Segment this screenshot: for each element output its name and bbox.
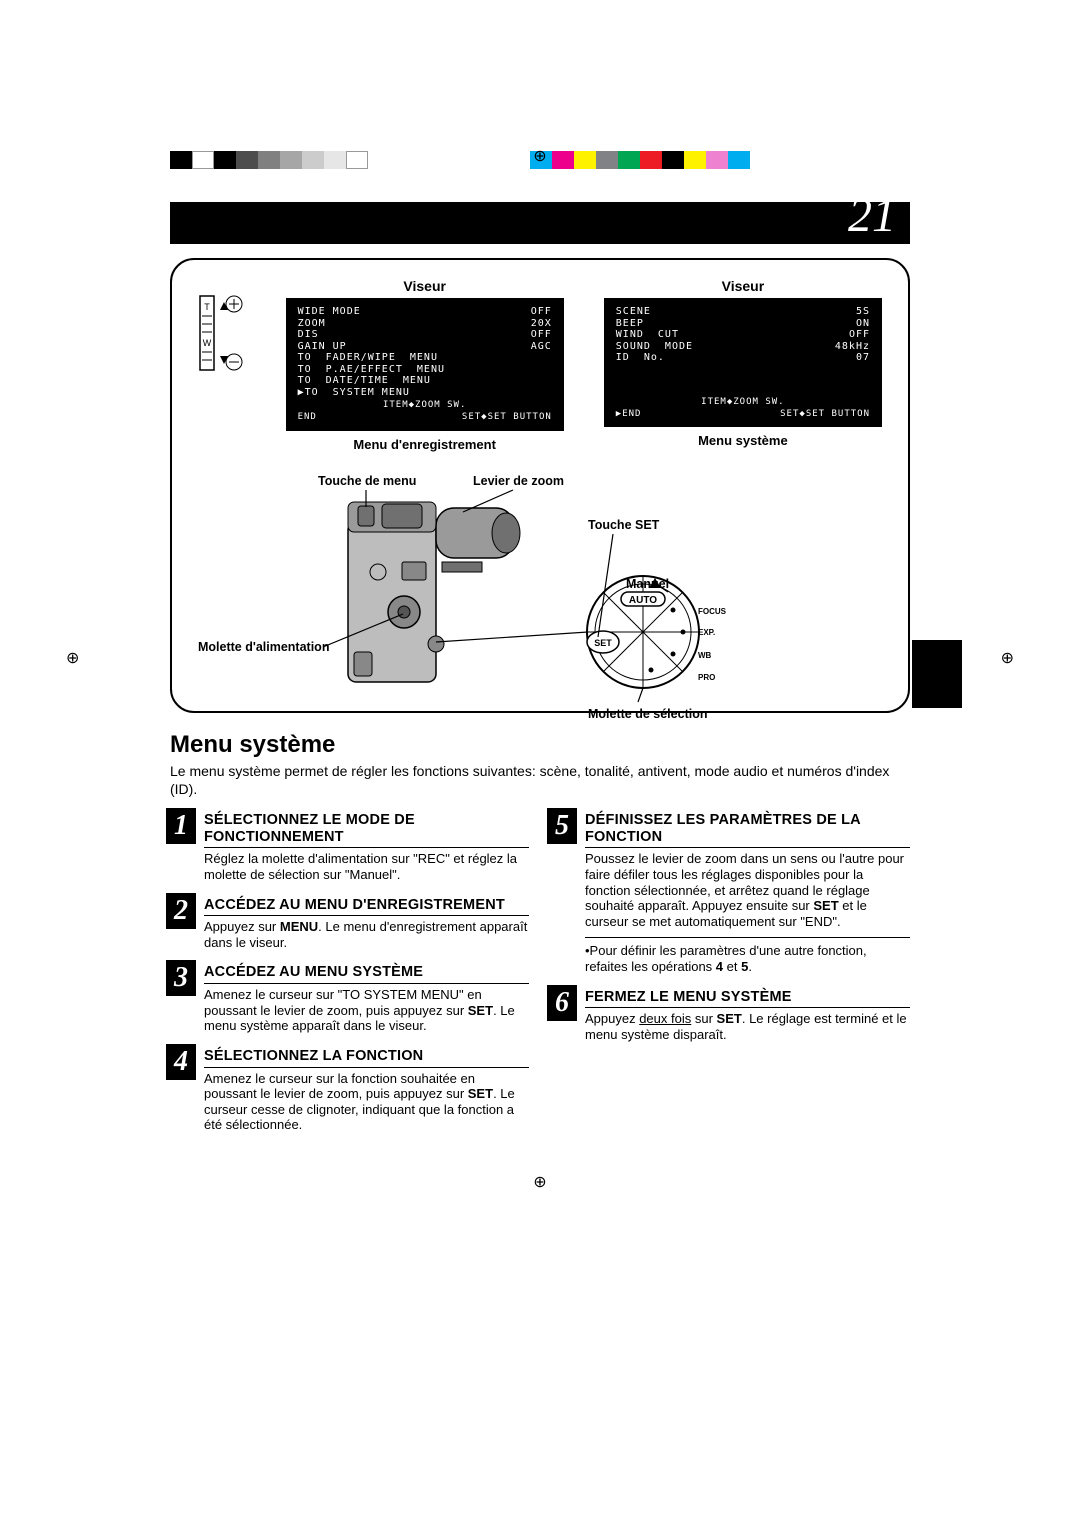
step-number: 1 [166,808,196,844]
viseur-label: Viseur [286,278,564,294]
step-number: 4 [166,1044,196,1080]
step-body: Appuyez deux fois sur SET. Le réglage es… [585,1011,910,1042]
step-title: SÉLECTIONNEZ LE MODE DE FONCTIONNEMENT [204,812,529,848]
svg-text:T: T [204,302,210,312]
zoom-slider-icon: T W [196,288,250,378]
step-2: 2 ACCÉDEZ AU MENU D'ENREGISTREMENT Appuy… [170,897,529,951]
svg-text:AUTO: AUTO [629,595,657,606]
lcd-rec-menu: WIDE MODEOFFZOOM20XDISOFFGAIN UPAGCTO FA… [286,298,564,431]
page-content: 21 T W Viseur WIDE MODEOFFZOOM20XDI [170,202,910,1147]
step-note: •Pour définir les paramètres d'une autre… [585,937,910,974]
step-title: SÉLECTIONNEZ LA FONCTION [204,1048,529,1068]
svg-text:FOCUS: FOCUS [698,607,727,616]
diagram-svg: AUTO FOCUS EXP. WB PRO SET [198,462,888,722]
step-title: ACCÉDEZ AU MENU SYSTÈME [204,964,529,984]
step-3: 3 ACCÉDEZ AU MENU SYSTÈME Amenez le curs… [170,964,529,1033]
registration-mark-icon: ⊕ [66,648,79,668]
svg-text:SET: SET [594,638,612,648]
svg-text:PRO: PRO [698,673,715,682]
viseur-label: Viseur [604,278,882,294]
registration-mark-icon: ⊕ [533,1172,546,1192]
section-title: Menu système [170,731,910,759]
step-title: FERMEZ LE MENU SYSTÈME [585,989,910,1009]
step-number: 6 [547,985,577,1021]
rec-menu-panel: Viseur WIDE MODEOFFZOOM20XDISOFFGAIN UPA… [286,278,564,452]
svg-text:EXP.: EXP. [698,628,715,637]
camera-diagram: Touche de menu Levier de zoom Touche SET… [198,462,882,722]
registration-mark-icon: ⊕ [1001,648,1014,668]
page-header: 21 [170,202,910,244]
step-number: 3 [166,960,196,996]
figure-frame: T W Viseur WIDE MODEOFFZOOM20XDISOFFGAIN… [170,258,910,713]
step-1: 1 SÉLECTIONNEZ LE MODE DE FONCTIONNEMENT… [170,812,529,883]
page-number: 21 [848,188,896,243]
sys-menu-caption: Menu système [604,433,882,448]
step-5: 5 DÉFINISSEZ LES PARAMÈTRES DE LA FONCTI… [551,812,910,975]
side-tab [912,640,962,708]
svg-text:WB: WB [698,651,712,660]
column-right: 5 DÉFINISSEZ LES PARAMÈTRES DE LA FONCTI… [551,812,910,1147]
lcd-sys-menu: SCENE5SBEEPONWIND CUTOFFSOUND MODE48kHzI… [604,298,882,427]
step-body: Réglez la molette d'alimentation sur "RE… [204,851,529,882]
registration-mark-icon: ⊕ [533,146,546,166]
column-left: 1 SÉLECTIONNEZ LE MODE DE FONCTIONNEMENT… [170,812,529,1147]
step-number: 2 [166,893,196,929]
step-body: Poussez le levier de zoom dans un sens o… [585,851,910,929]
step-body: Appuyez sur MENU. Le menu d'enregistreme… [204,919,529,950]
svg-text:W: W [203,338,212,348]
rec-menu-caption: Menu d'enregistrement [286,437,564,452]
sys-menu-panel: Viseur SCENE5SBEEPONWIND CUTOFFSOUND MOD… [604,278,882,452]
step-title: DÉFINISSEZ LES PARAMÈTRES DE LA FONCTION [585,812,910,848]
section-intro: Le menu système permet de régler les fon… [170,763,910,798]
step-4: 4 SÉLECTIONNEZ LA FONCTION Amenez le cur… [170,1048,529,1133]
step-title: ACCÉDEZ AU MENU D'ENREGISTREMENT [204,897,529,917]
step-6: 6 FERMEZ LE MENU SYSTÈME Appuyez deux fo… [551,989,910,1043]
step-body: Amenez le curseur sur la fonction souhai… [204,1071,529,1133]
step-number: 5 [547,808,577,844]
step-body: Amenez le curseur sur "TO SYSTEM MENU" e… [204,987,529,1034]
